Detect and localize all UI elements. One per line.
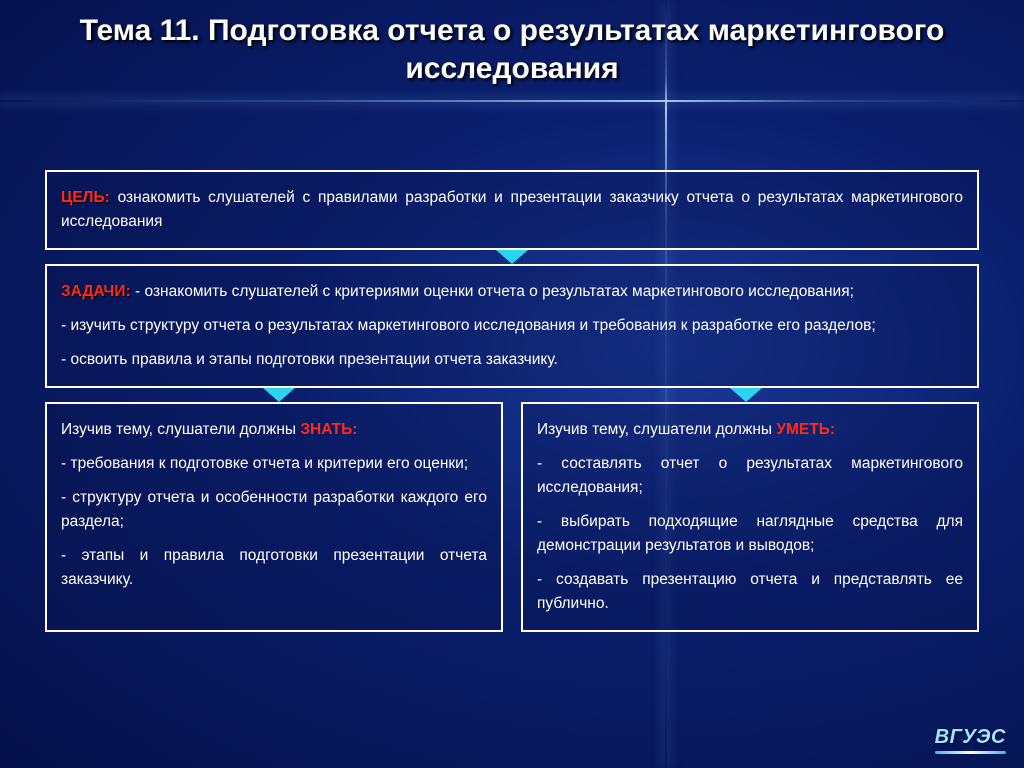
slide-title: Тема 11. Подготовка отчета о результатах… xyxy=(0,12,1024,87)
content-area: ЦЕЛЬ: ознакомить слушателей с правилами … xyxy=(45,170,979,632)
can-item: - составлять отчет о результатах маркети… xyxy=(537,452,963,500)
tasks-item: - изучить структуру отчета о результатах… xyxy=(61,314,963,338)
know-item: - требования к подготовке отчета и крите… xyxy=(61,452,487,476)
know-item: - структуру отчета и особенности разрабо… xyxy=(61,486,487,534)
tasks-label: ЗАДАЧИ: xyxy=(61,283,131,300)
tasks-lead: - ознакомить слушателей с критериями оце… xyxy=(131,283,854,300)
footer-logo: ВГУЭС xyxy=(935,726,1006,754)
down-arrow-icon xyxy=(496,250,528,264)
know-keyword: ЗНАТЬ: xyxy=(300,421,357,438)
can-prefix: Изучив тему, слушатели должны xyxy=(537,421,776,438)
lens-flare-horizontal xyxy=(0,100,1024,102)
down-arrow-icon xyxy=(730,388,762,402)
can-item: - выбирать подходящие наглядные средства… xyxy=(537,510,963,558)
know-prefix: Изучив тему, слушатели должны xyxy=(61,421,300,438)
can-keyword: УМЕТЬ: xyxy=(776,421,835,438)
goal-text: ознакомить слушателей с правилами разраб… xyxy=(61,189,963,230)
arrow-row-2 xyxy=(45,388,979,402)
know-box: Изучив тему, слушатели должны ЗНАТЬ: - т… xyxy=(45,402,503,632)
can-item: - создавать презентацию отчета и предста… xyxy=(537,568,963,616)
bottom-row: Изучив тему, слушатели должны ЗНАТЬ: - т… xyxy=(45,402,979,632)
logo-underline xyxy=(935,751,1006,754)
arrow-row-1 xyxy=(45,250,979,264)
goal-label: ЦЕЛЬ: xyxy=(61,189,110,206)
know-item: - этапы и правила подготовки презентации… xyxy=(61,544,487,592)
logo-text: ВГУЭС xyxy=(935,726,1006,748)
goal-box: ЦЕЛЬ: ознакомить слушателей с правилами … xyxy=(45,170,979,250)
can-box: Изучив тему, слушатели должны УМЕТЬ: - с… xyxy=(521,402,979,632)
down-arrow-icon xyxy=(263,388,295,402)
tasks-box: ЗАДАЧИ: - ознакомить слушателей с критер… xyxy=(45,264,979,388)
tasks-item: - освоить правила и этапы подготовки пре… xyxy=(61,348,963,372)
